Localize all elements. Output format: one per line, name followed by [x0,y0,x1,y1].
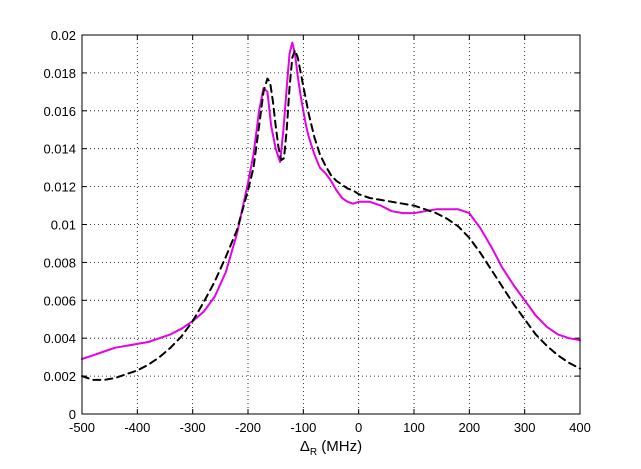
y-tick-labels: 0 0.002 0.004 0.006 0.008 0.01 0.012 0.014 0.016… [43,28,76,422]
y-tick-label: 0.004 [43,331,76,346]
x-axis-label: ΔR (MHz) [300,438,362,458]
x-axis-label-unit: (MHz) [317,438,362,455]
x-tick-label: 200 [458,420,480,435]
x-tick-label: -500 [69,420,95,435]
x-tick-label: 100 [403,420,425,435]
series-layer [81,41,581,381]
y-tick-label: 0.02 [51,28,76,43]
axis-ticks [81,34,581,415]
y-tick-label: 0.01 [51,218,76,233]
x-axis-label-symbol: Δ [300,438,310,455]
y-tick-label: 0.006 [43,293,76,308]
grid [82,35,580,414]
x-tick-label: -400 [124,420,150,435]
y-tick-label: 0.018 [43,66,76,81]
y-tick-label: 0 [69,407,76,422]
y-tick-label: 0.016 [43,104,76,119]
x-tick-label: -300 [180,420,206,435]
x-tick-label: -200 [235,420,261,435]
series-line-dashed [81,49,581,381]
y-tick-label: 0.012 [43,180,76,195]
y-tick-label: 0.008 [43,255,76,270]
x-tick-label: -100 [290,420,316,435]
x-axis-label-subscript: R [310,447,317,458]
x-tick-labels: -500 -400 -300 -200 -100 0 100 200 300 400 [69,420,591,435]
plot-frame [81,34,581,415]
x-tick-label: 300 [514,420,536,435]
x-tick-label: 0 [355,420,362,435]
x-tick-label: 400 [569,420,591,435]
y-tick-label: 0.014 [43,142,76,157]
y-tick-label: 0.002 [43,369,76,384]
